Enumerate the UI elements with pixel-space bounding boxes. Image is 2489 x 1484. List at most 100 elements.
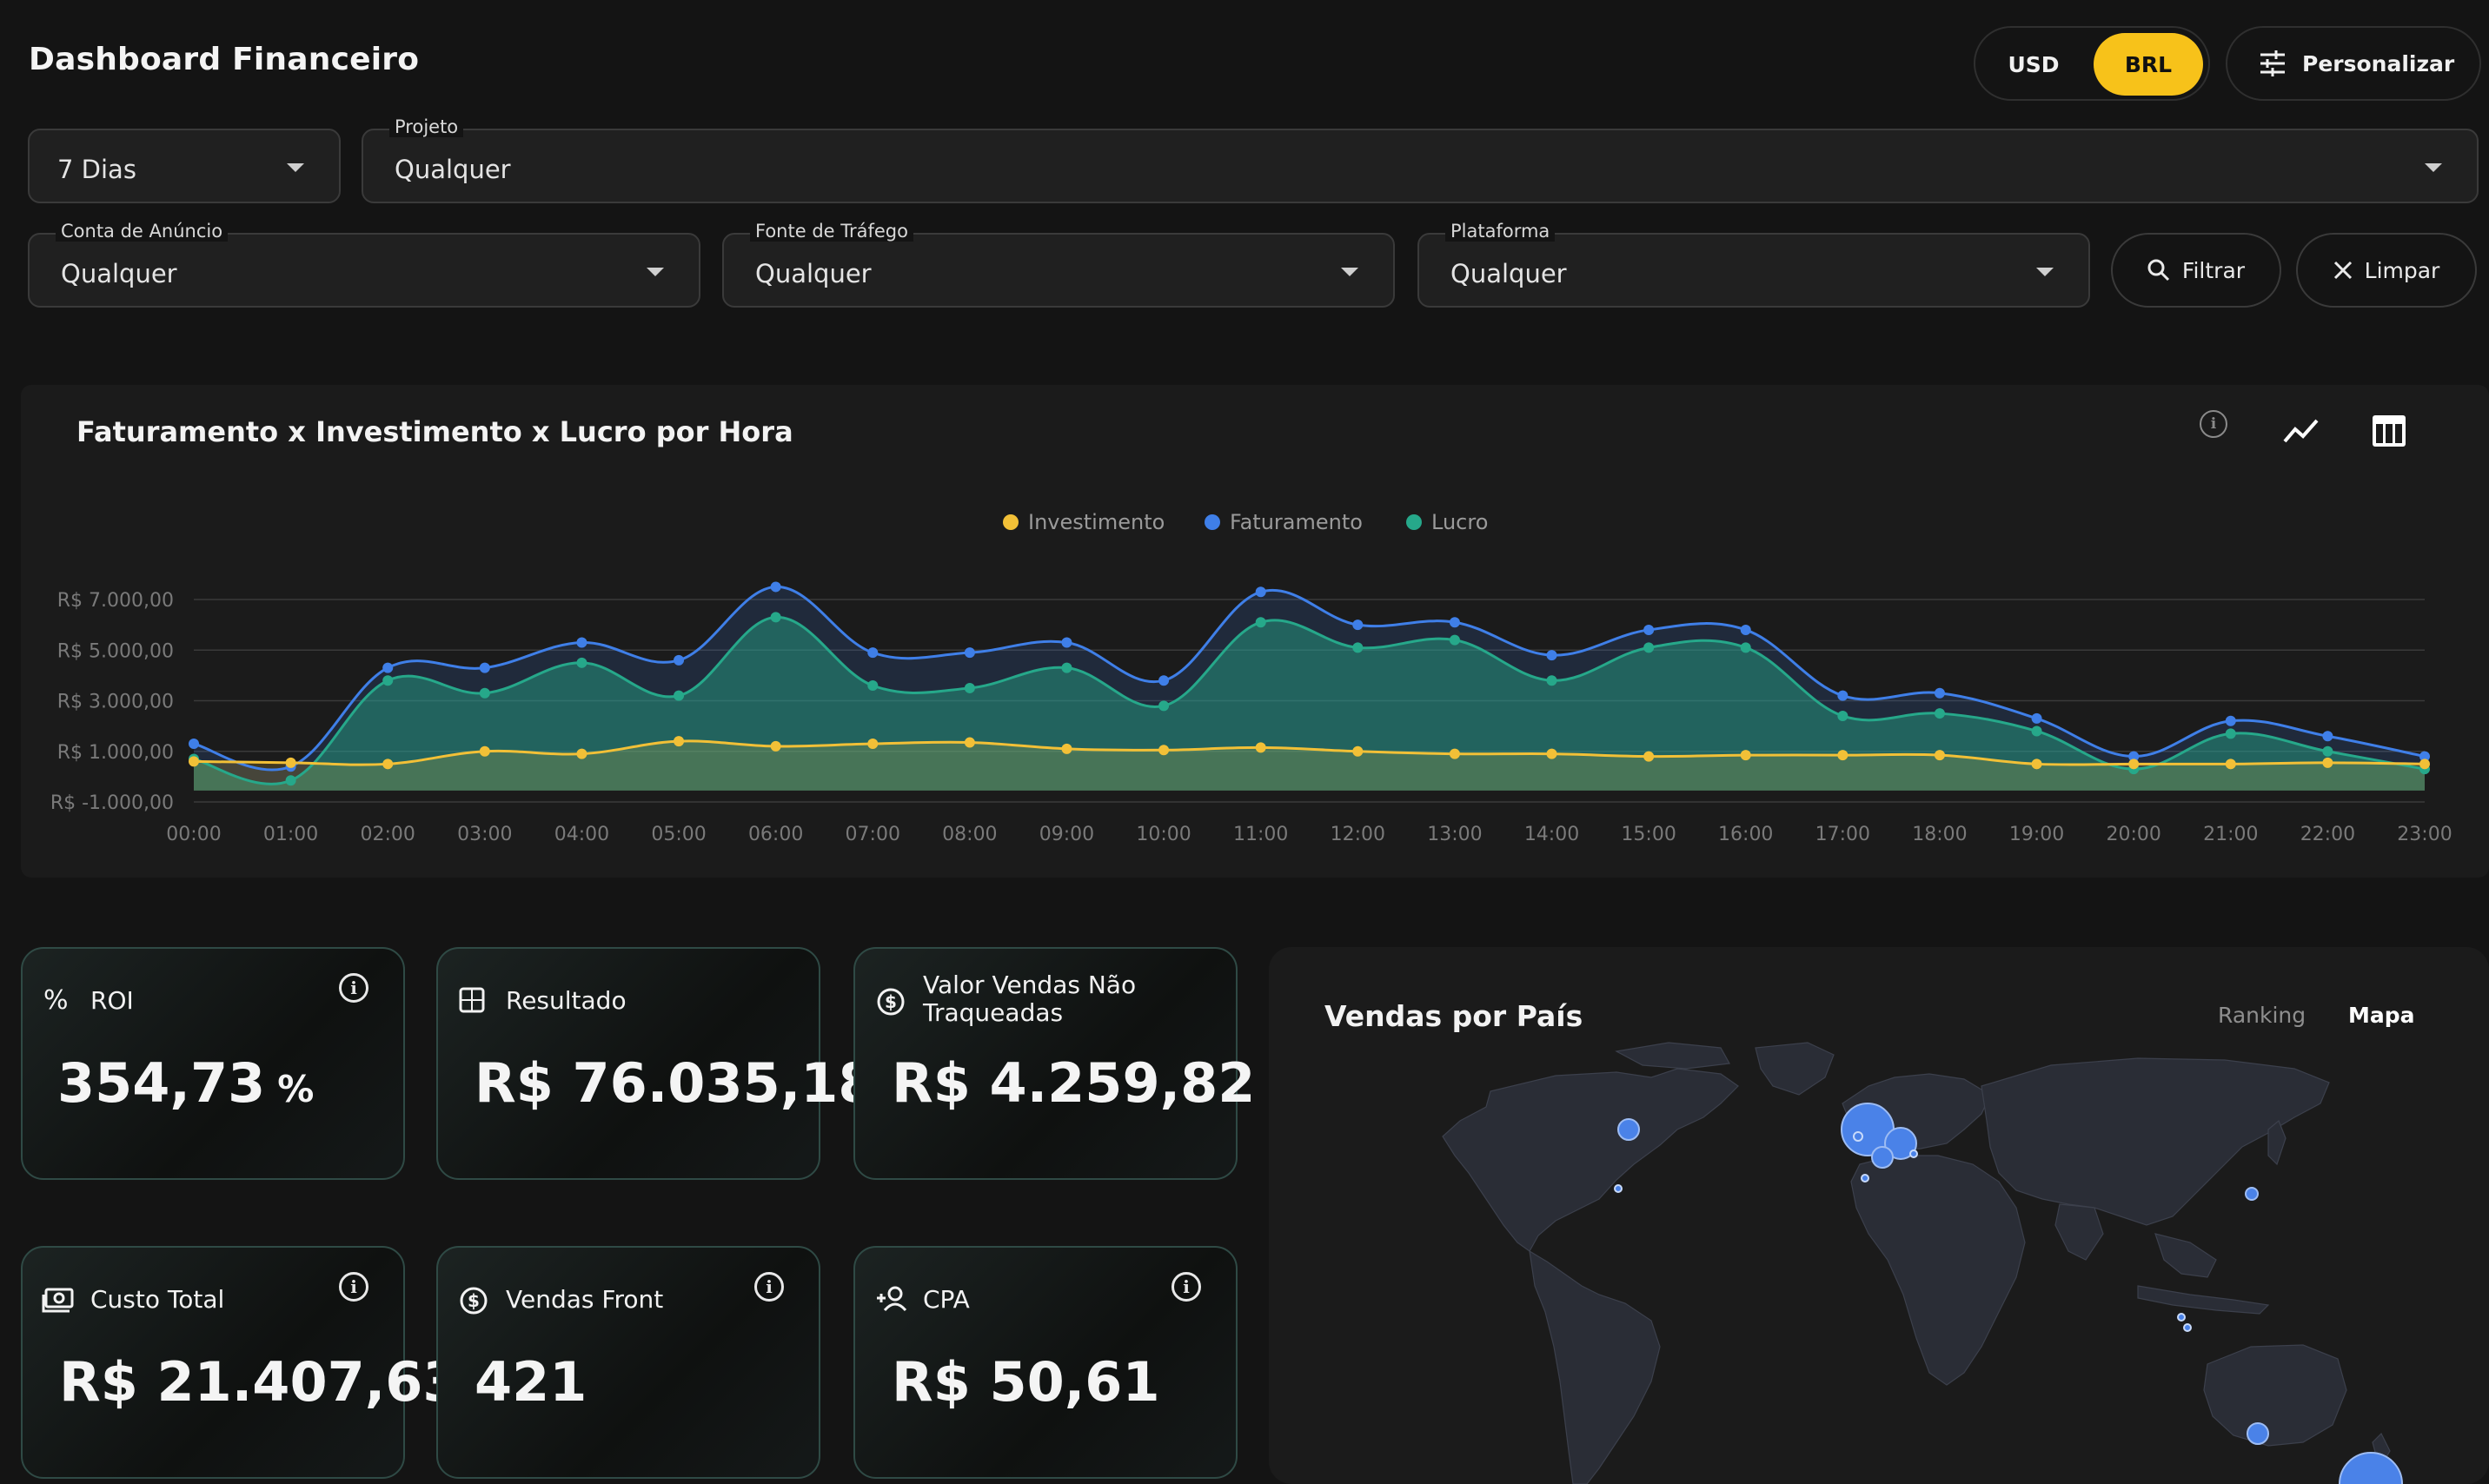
table-icon[interactable] — [2371, 414, 2407, 448]
data-point[interactable] — [2322, 757, 2333, 768]
data-point[interactable] — [867, 680, 879, 692]
data-point[interactable] — [1643, 624, 1655, 635]
data-point[interactable] — [1837, 750, 1848, 761]
line-chart-icon[interactable] — [2282, 415, 2320, 447]
data-point[interactable] — [1061, 662, 1072, 673]
info-icon[interactable]: i — [754, 1272, 784, 1302]
tab-mapa[interactable]: Mapa — [2348, 1003, 2415, 1028]
data-point[interactable] — [2225, 715, 2236, 726]
data-point[interactable] — [1643, 751, 1655, 762]
data-point[interactable] — [479, 662, 490, 673]
project-select[interactable]: Projeto Qualquer — [362, 116, 2479, 203]
data-point[interactable] — [1740, 642, 1751, 653]
data-point[interactable] — [2225, 759, 2236, 770]
data-point[interactable] — [382, 675, 394, 686]
data-point[interactable] — [2322, 745, 2333, 757]
data-point[interactable] — [576, 657, 587, 668]
search-icon — [2147, 259, 2169, 282]
data-point[interactable] — [576, 637, 587, 648]
card-value: 421 — [475, 1350, 587, 1414]
legend-label[interactable]: Lucro — [1431, 510, 1488, 534]
data-point[interactable] — [382, 759, 394, 770]
data-point[interactable] — [479, 745, 490, 757]
y-tick-label: R$ 7.000,00 — [57, 590, 174, 612]
data-point[interactable] — [2419, 759, 2430, 770]
data-point[interactable] — [2128, 751, 2140, 762]
data-point[interactable] — [1158, 700, 1170, 712]
tab-ranking[interactable]: Ranking — [2218, 1003, 2306, 1028]
data-point[interactable] — [1934, 708, 1945, 719]
data-point[interactable] — [1352, 619, 1364, 631]
data-point[interactable] — [674, 736, 685, 747]
data-point[interactable] — [1934, 687, 1945, 699]
data-point[interactable] — [285, 757, 296, 768]
data-point[interactable] — [964, 682, 975, 693]
data-point[interactable] — [1255, 742, 1266, 753]
data-point[interactable] — [867, 739, 879, 750]
ad-account-value: Qualquer — [61, 259, 177, 288]
data-point[interactable] — [1061, 637, 1072, 648]
currency-usd-button[interactable]: USD — [2008, 51, 2060, 77]
customize-button[interactable]: Personalizar — [2226, 26, 2481, 101]
data-point[interactable] — [674, 654, 685, 666]
x-tick-label: 05:00 — [651, 824, 706, 845]
data-point[interactable] — [1352, 642, 1364, 653]
legend-label[interactable]: Faturamento — [1230, 510, 1363, 534]
y-tick-label: R$ 3.000,00 — [57, 692, 174, 713]
world-map[interactable] — [1269, 1034, 2489, 1484]
data-point[interactable] — [1061, 743, 1072, 754]
info-icon[interactable]: i — [339, 973, 368, 1003]
data-point[interactable] — [1449, 634, 1460, 646]
data-point[interactable] — [1255, 617, 1266, 628]
data-point[interactable] — [189, 756, 199, 767]
data-point[interactable] — [1837, 710, 1848, 721]
data-point[interactable] — [1546, 675, 1557, 686]
info-icon[interactable]: i — [2200, 410, 2227, 438]
data-point[interactable] — [1255, 586, 1266, 598]
data-point[interactable] — [1158, 745, 1170, 756]
traffic-source-select[interactable]: Fonte de Tráfego Qualquer — [722, 221, 1395, 308]
card-title: Valor Vendas Não Traqueadas — [923, 971, 1136, 1027]
data-point[interactable] — [2419, 751, 2430, 762]
data-point[interactable] — [2322, 731, 2333, 742]
data-point[interactable] — [1740, 624, 1751, 635]
data-point[interactable] — [2031, 725, 2042, 737]
data-point[interactable] — [1158, 675, 1170, 686]
data-point[interactable] — [1546, 650, 1557, 661]
data-point[interactable] — [285, 775, 296, 786]
data-point[interactable] — [1546, 748, 1557, 759]
data-point[interactable] — [1740, 750, 1751, 761]
data-point[interactable] — [770, 740, 781, 752]
data-point[interactable] — [1643, 642, 1655, 653]
data-point[interactable] — [189, 739, 199, 750]
data-point[interactable] — [2128, 759, 2140, 770]
customize-label: Personalizar — [2302, 50, 2455, 76]
data-point[interactable] — [770, 612, 781, 623]
data-point[interactable] — [1449, 748, 1460, 759]
data-point[interactable] — [382, 662, 394, 673]
data-point[interactable] — [2031, 712, 2042, 724]
period-select[interactable]: 7 Dias — [28, 129, 341, 203]
data-point[interactable] — [1449, 617, 1460, 628]
info-icon[interactable]: i — [1171, 1272, 1201, 1302]
card-value: R$ 50,61 — [892, 1350, 1160, 1414]
legend-label[interactable]: Investimento — [1028, 510, 1165, 534]
info-icon[interactable]: i — [339, 1272, 368, 1302]
data-point[interactable] — [1934, 750, 1945, 761]
data-point[interactable] — [479, 687, 490, 699]
data-point[interactable] — [1352, 745, 1364, 757]
platform-select[interactable]: Plataforma Qualquer — [1417, 221, 2090, 308]
data-point[interactable] — [867, 647, 879, 659]
data-point[interactable] — [964, 737, 975, 748]
ad-account-select[interactable]: Conta de Anúncio Qualquer — [28, 221, 700, 308]
data-point[interactable] — [2225, 728, 2236, 739]
filter-button[interactable]: Filtrar — [2111, 233, 2281, 308]
data-point[interactable] — [1837, 690, 1848, 701]
data-point[interactable] — [964, 647, 975, 659]
data-point[interactable] — [770, 581, 781, 593]
clear-button[interactable]: Limpar — [2296, 233, 2477, 308]
data-point[interactable] — [674, 690, 685, 701]
currency-brl-button[interactable]: BRL — [2094, 33, 2203, 96]
data-point[interactable] — [576, 748, 587, 759]
data-point[interactable] — [2031, 759, 2042, 770]
